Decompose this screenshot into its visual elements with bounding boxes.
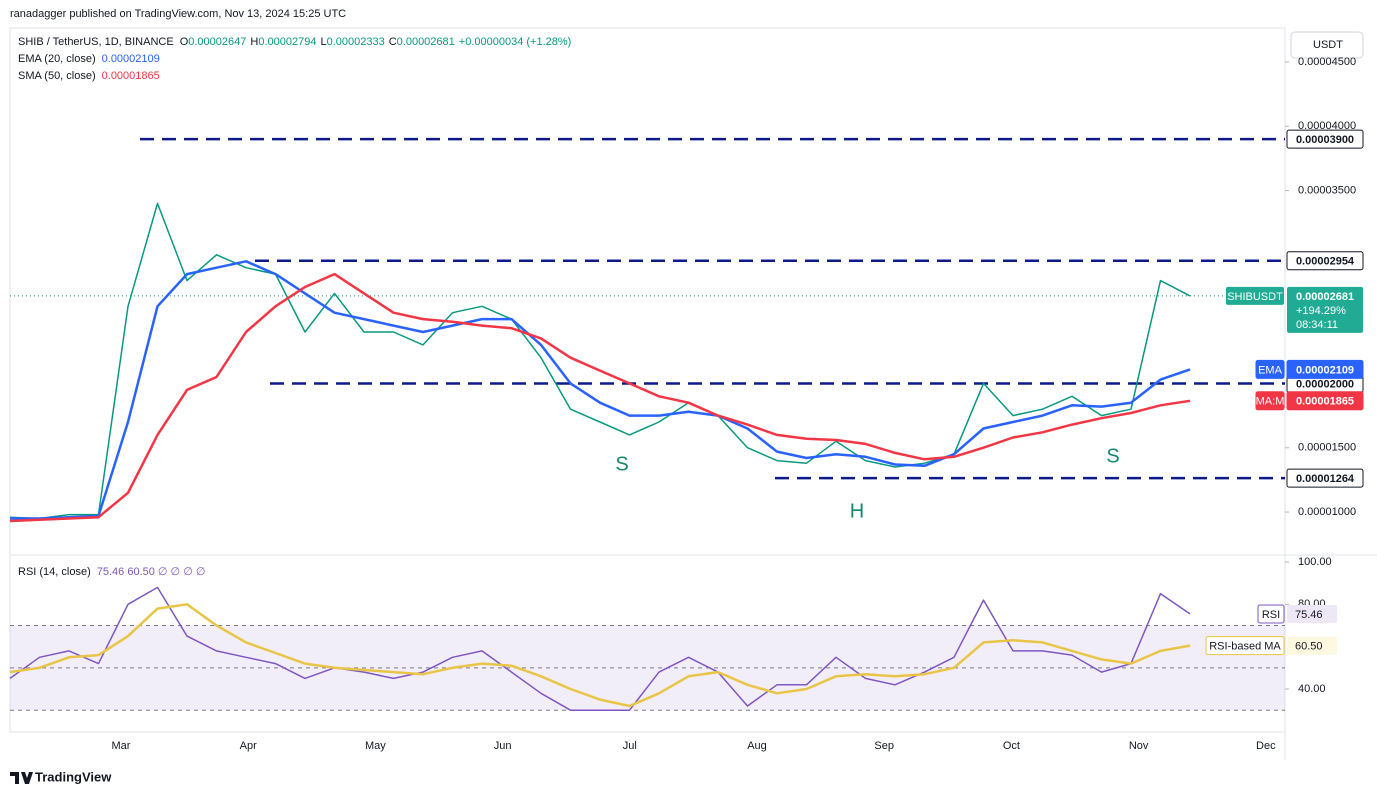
value-tag-bg [1287,636,1337,655]
series-name-tag: SMA:MA [1248,396,1292,408]
ohlc-value: 0.00002794 [258,36,316,48]
brand-logo [10,772,33,784]
name-tag-bg [1226,286,1284,305]
value-tag-bg [1286,359,1364,379]
currency-button[interactable] [1290,31,1364,59]
y-tick-label: 0.00003500 [1298,184,1356,196]
indicator-name: EMA (20, close) [18,53,96,65]
price-tag: 0.00002681 [1296,291,1354,303]
level-label: 0.00001264 [1296,473,1355,485]
series-line [9,603,1191,708]
x-tick-label: Oct [1003,740,1020,752]
value-tag-bg [1286,391,1364,411]
indicator-name: SMA (50, close) [18,70,96,82]
change-tag: +194.29% [1296,305,1346,317]
brand: TradingView [10,769,112,784]
level-label: 0.00002954 [1296,256,1355,268]
x-tick-label: Jul [623,740,637,752]
indicator-value: 0.00002109 [102,53,160,65]
ohlc-label: H [250,36,258,48]
series-name-tag: RSI-based MA [1209,641,1281,653]
y-tick-label: 0.00001500 [1298,442,1356,454]
x-tick-label: Nov [1129,740,1149,752]
x-tick-label: May [365,740,386,752]
value-tag: 0.00001865 [1296,396,1354,408]
ohlc-label: L [320,36,326,48]
change-value: +0.00000034 (+1.28%) [459,36,572,48]
pattern-label: S [1106,445,1119,467]
y-tick-label: 40.00 [1298,683,1326,695]
x-tick-label: Sep [874,740,894,752]
level-label: 0.00003900 [1296,134,1354,146]
series-name-tag: SHIBUSDT [1227,291,1283,303]
level-label: 0.00002000 [1296,378,1354,390]
y-tick-label: 0.00001000 [1298,506,1356,518]
ohlc-value: 0.00002647 [188,36,246,48]
value-tag: 75.46 [1295,609,1323,621]
ohlc-value: 0.00002681 [397,36,455,48]
symbol-title: SHIB / TetherUS, 1D, BINANCE [18,36,174,48]
rsi-legend-values: 75.46 60.50 ∅ ∅ ∅ ∅ [97,566,206,578]
level-label-bg [1286,468,1364,488]
brand-name: TradingView [35,769,112,784]
level-label-bg [1286,129,1364,149]
x-tick-label: Aug [747,740,767,752]
countdown-tag: 08:34:11 [1296,319,1338,331]
x-tick-label: Jun [494,740,512,752]
publisher: ranadagger published on TradingView.com,… [10,8,346,20]
x-tick-label: Apr [240,740,257,752]
y-tick-label: 100.00 [1298,556,1332,568]
value-tag-bg [1287,604,1337,623]
pattern-label: H [850,500,864,522]
ohlc-label: C [389,36,397,48]
value-tag: 60.50 [1295,641,1323,653]
rsi-band [10,625,1285,711]
name-tag-bg [1255,359,1285,379]
price-tag-bg [1287,286,1363,333]
name-tag-bg [1257,604,1285,624]
rsi-title: RSI (14, close) [18,566,91,578]
series-name-tag: EMA [1258,364,1283,376]
value-tag: 0.00002109 [1296,364,1354,376]
series-line [9,272,1191,523]
series-name-tag: RSI [1262,609,1280,621]
ohlc-value: 0.00002333 [327,36,385,48]
pattern-label: S [615,453,628,475]
x-tick-label: Dec [1256,740,1276,752]
x-tick-label: Mar [112,740,131,752]
series-line [9,586,1191,711]
indicator-value: 0.00001865 [102,70,160,82]
y-tick-label: 0.00004500 [1298,56,1356,68]
series-line [9,202,1191,520]
name-tag-bg [1255,391,1285,411]
currency[interactable]: USDT [1313,39,1343,51]
name-tag-bg [1205,636,1285,656]
level-label-bg [1286,251,1364,271]
ohlc-label: O [180,36,189,48]
series-line [10,260,1191,520]
y-tick-label: 0.00004000 [1298,120,1356,132]
